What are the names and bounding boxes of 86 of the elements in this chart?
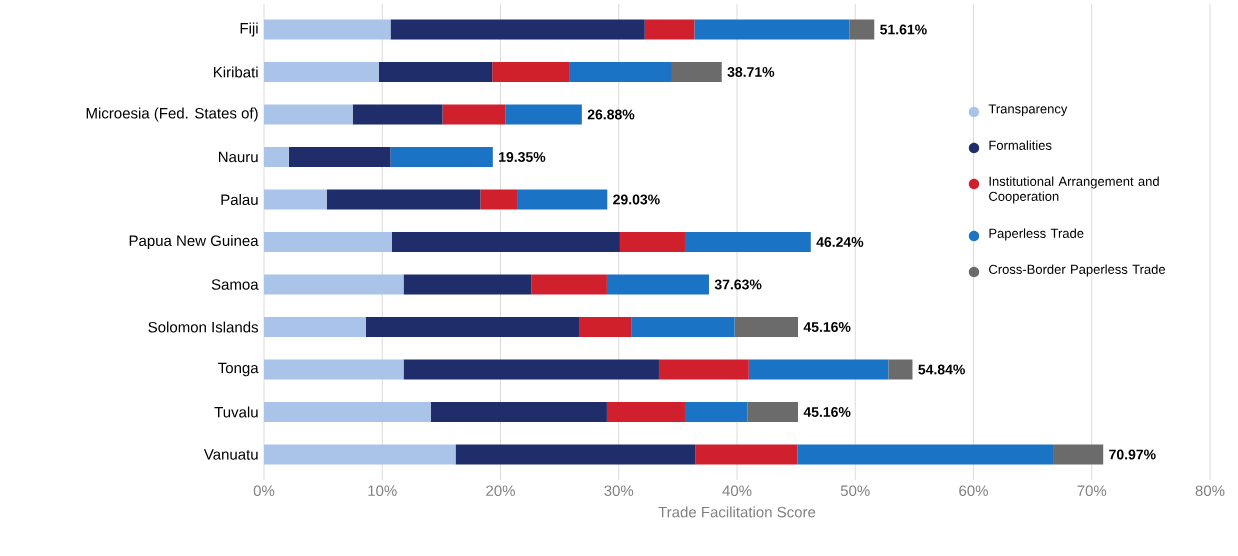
y-tick-label: Nauru [218, 151, 258, 163]
x-tick-label: 0% [253, 485, 275, 497]
bar [264, 444, 456, 465]
y-tick-label: Vanuatu [203, 449, 258, 460]
x-tick-label: 60% [959, 485, 988, 497]
y-tick-label: Solomon Islands [148, 321, 259, 333]
bar [694, 19, 850, 40]
y-tick-label: Microesia (Fed. States of) [86, 107, 258, 122]
legend-label: Paperless Trade [989, 228, 1084, 241]
bar [748, 359, 889, 380]
x-tick-label: 20% [486, 485, 515, 497]
total-label: 70.97% [1109, 449, 1156, 460]
bar [264, 189, 327, 210]
bar [505, 104, 582, 125]
bar [264, 19, 391, 40]
total-label: 38.71% [727, 67, 775, 77]
bar [684, 401, 748, 422]
bar [480, 189, 518, 210]
y-tick-label: Kiribati [213, 66, 258, 78]
bar [442, 104, 506, 125]
bar [671, 62, 722, 82]
bar [695, 444, 798, 465]
x-tick-label: 10% [368, 485, 397, 497]
total-label: 45.16% [803, 407, 851, 417]
x-tick-label: 80% [1195, 485, 1225, 497]
legend-label: Cross-Border Paperless Trade [989, 264, 1166, 277]
bar [658, 359, 749, 380]
bar [403, 274, 532, 295]
y-tick-label: Samoa [211, 279, 259, 290]
bar [734, 317, 799, 337]
bar [684, 231, 811, 252]
x-tick-label: 30% [604, 485, 634, 497]
legend-label: Transparency [988, 104, 1068, 117]
bar [390, 147, 493, 167]
bar [378, 62, 493, 82]
bar [264, 147, 289, 167]
legend-label: Institutional Arrangement and Cooperation [989, 176, 1159, 204]
bar [531, 274, 607, 295]
bar [264, 274, 404, 295]
bar [288, 147, 391, 167]
x-tick-label: 70% [1077, 485, 1107, 497]
total-label: 46.24% [816, 237, 864, 247]
y-tick-label: Tonga [218, 362, 259, 377]
bar [644, 19, 695, 40]
bar [365, 317, 580, 337]
x-tick-label: 40% [722, 485, 752, 497]
legend-label: Formalities [989, 140, 1052, 150]
total-label: 45.16% [803, 322, 851, 332]
bar [888, 359, 913, 380]
bar [264, 62, 379, 82]
bar [352, 104, 443, 125]
bar [264, 104, 353, 125]
bar [579, 317, 632, 337]
bar [517, 189, 608, 210]
total-label: 37.63% [714, 279, 762, 290]
bar [264, 359, 404, 380]
bar [631, 317, 735, 337]
y-tick-label: Palau [221, 194, 258, 206]
total-label: 29.03% [613, 194, 660, 205]
total-label: 26.88% [587, 109, 635, 120]
bar [619, 231, 685, 252]
total-label: 19.35% [499, 152, 546, 162]
x-axis-title: Trade Facilitation Score [658, 506, 816, 518]
bar [606, 401, 685, 422]
total-label: 51.61% [880, 24, 927, 35]
bar [569, 62, 672, 82]
bar [264, 231, 392, 252]
bar [747, 401, 799, 422]
bar [326, 189, 481, 210]
bar [455, 444, 696, 465]
bar [390, 19, 645, 40]
bar [849, 19, 875, 40]
bar [391, 231, 620, 252]
y-tick-label: Papua New Guinea [129, 235, 259, 249]
x-tick-label: 50% [840, 485, 870, 497]
bar [264, 401, 431, 422]
bar [797, 444, 1054, 465]
bar [403, 359, 659, 380]
bar [606, 274, 709, 295]
bar [1053, 444, 1104, 465]
bar [264, 317, 366, 337]
y-tick-label: Tuvalu [214, 406, 258, 418]
total-label: 54.84% [918, 364, 965, 375]
y-tick-label: Fiji [240, 22, 258, 37]
bar [492, 62, 570, 82]
bar [430, 401, 607, 422]
